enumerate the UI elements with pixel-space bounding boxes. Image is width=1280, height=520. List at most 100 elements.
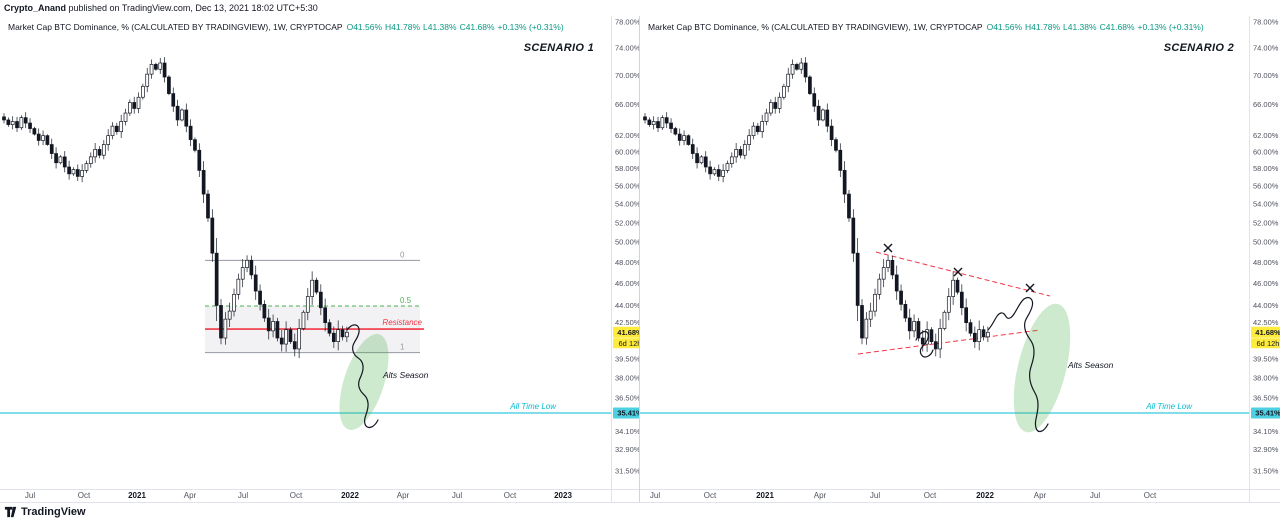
scenario-2-label: SCENARIO 2 — [1163, 42, 1234, 54]
svg-text:Jul: Jul — [650, 491, 660, 500]
fib-retracement: 00.51 — [205, 250, 420, 354]
candlestick-series — [643, 57, 990, 359]
ohlc-open: O41.56% — [986, 22, 1023, 32]
svg-text:Jul: Jul — [1090, 491, 1100, 500]
ohlc-change: +0.13% (+0.31%) — [497, 22, 564, 32]
svg-text:32.90%: 32.90% — [1253, 445, 1279, 454]
all-time-low-tag[interactable]: 35.41% — [613, 407, 640, 419]
candlestick-series — [2, 57, 349, 359]
time-axis[interactable]: Jul Oct 2021 Apr Jul Oct 2022 Apr Jul Oct — [650, 491, 1157, 500]
tradingview-brand[interactable]: TradingView — [21, 505, 86, 518]
svg-text:62.00%: 62.00% — [615, 131, 640, 140]
svg-text:Apr: Apr — [814, 491, 827, 500]
svg-text:70.00%: 70.00% — [615, 71, 640, 80]
price-axis[interactable]: 78.00% 74.00% 70.00% 66.00% 62.00% 60.00% 58.0… — [1253, 18, 1279, 476]
svg-text:2022: 2022 — [976, 491, 994, 500]
current-price-tag[interactable]: 41.68% 6d 12h — [1251, 326, 1280, 349]
time-axis[interactable]: Jul Oct 2021 Apr Jul Oct 2022 Apr Jul Oct 2023 — [25, 491, 573, 500]
svg-text:Jul: Jul — [452, 491, 462, 500]
ohlc-close: C41.68% — [1099, 22, 1135, 32]
svg-text:2021: 2021 — [756, 491, 774, 500]
svg-text:Jul: Jul — [25, 491, 35, 500]
svg-text:39.50%: 39.50% — [1253, 354, 1279, 363]
svg-text:Jul: Jul — [238, 491, 248, 500]
svg-text:36.50%: 36.50% — [615, 393, 640, 402]
svg-text:46.00%: 46.00% — [615, 279, 640, 288]
resistance-line: Resistance — [205, 318, 424, 330]
svg-text:60.00%: 60.00% — [615, 147, 640, 156]
svg-text:62.00%: 62.00% — [1253, 131, 1279, 140]
svg-text:60.00%: 60.00% — [1253, 147, 1279, 156]
svg-text:Jul: Jul — [870, 491, 880, 500]
svg-text:All Time Low: All Time Low — [1145, 402, 1193, 411]
ohlc-low: L41.38% — [1063, 22, 1097, 32]
charts-container: Market Cap BTC Dominance, % (CALCULATED … — [0, 16, 1280, 502]
svg-text:36.50%: 36.50% — [1253, 393, 1279, 402]
price-chart-scenario-2[interactable]: All Time Low Alts Season 78.00% 74.00% 70.00… — [640, 16, 1280, 502]
svg-text:Alts Season: Alts Season — [382, 370, 429, 380]
svg-text:54.00%: 54.00% — [615, 200, 640, 209]
symbol-title[interactable]: Market Cap BTC Dominance, % (CALCULATED … — [648, 22, 983, 32]
svg-text:6d 12h: 6d 12h — [619, 339, 640, 348]
svg-text:50.00%: 50.00% — [615, 238, 640, 247]
footer-bar: TradingView — [0, 502, 1280, 520]
ohlc-open: O41.56% — [346, 22, 383, 32]
svg-text:Apr: Apr — [397, 491, 410, 500]
tradingview-logo-icon[interactable] — [4, 505, 17, 518]
svg-text:Apr: Apr — [1034, 491, 1047, 500]
svg-text:0: 0 — [400, 250, 405, 259]
svg-text:44.00%: 44.00% — [615, 301, 640, 310]
publish-bar: Crypto_Anand published on TradingView.co… — [0, 0, 1280, 16]
all-time-low-line: All Time Low — [640, 402, 1249, 414]
svg-text:Oct: Oct — [504, 491, 517, 500]
svg-text:44.00%: 44.00% — [1253, 301, 1279, 310]
svg-text:Resistance: Resistance — [382, 318, 422, 327]
svg-text:48.00%: 48.00% — [1253, 258, 1279, 267]
svg-text:52.00%: 52.00% — [1253, 218, 1279, 227]
ohlc-change: +0.13% (+0.31%) — [1137, 22, 1204, 32]
svg-text:2023: 2023 — [554, 491, 572, 500]
svg-text:78.00%: 78.00% — [615, 18, 640, 27]
svg-text:Oct: Oct — [1144, 491, 1157, 500]
svg-text:48.00%: 48.00% — [615, 258, 640, 267]
chart-panel-scenario-1: Market Cap BTC Dominance, % (CALCULATED … — [0, 16, 640, 502]
svg-text:56.00%: 56.00% — [615, 182, 640, 191]
publish-author[interactable]: Crypto_Anand — [4, 3, 67, 13]
svg-text:34.10%: 34.10% — [615, 427, 640, 436]
symbol-title[interactable]: Market Cap BTC Dominance, % (CALCULATED … — [8, 22, 343, 32]
svg-text:66.00%: 66.00% — [1253, 100, 1279, 109]
svg-text:58.00%: 58.00% — [615, 164, 640, 173]
projection-squiggle — [346, 324, 379, 429]
ohlc-values: O41.56% H41.78% L41.38% C41.68% +0.13% (+0.3… — [987, 22, 1207, 32]
chart-panel-scenario-2: Market Cap BTC Dominance, % (CALCULATED … — [640, 16, 1280, 502]
alts-season-label: Alts Season — [1067, 360, 1114, 370]
svg-text:Oct: Oct — [78, 491, 91, 500]
svg-text:46.00%: 46.00% — [1253, 279, 1279, 288]
svg-text:39.50%: 39.50% — [615, 354, 640, 363]
svg-text:78.00%: 78.00% — [1253, 18, 1279, 27]
scenario-1-label: SCENARIO 1 — [523, 42, 594, 54]
svg-text:Oct: Oct — [290, 491, 303, 500]
symbol-header: Market Cap BTC Dominance, % (CALCULATED … — [648, 22, 1207, 32]
alts-season-label: Alts Season — [382, 370, 429, 380]
svg-text:31.50%: 31.50% — [1253, 466, 1279, 475]
svg-text:58.00%: 58.00% — [1253, 164, 1279, 173]
svg-text:Oct: Oct — [924, 491, 937, 500]
svg-text:31.50%: 31.50% — [615, 466, 640, 475]
ohlc-values: O41.56% H41.78% L41.38% C41.68% +0.13% (+0.3… — [347, 22, 567, 32]
current-price-tag[interactable]: 41.68% 6d 12h — [613, 326, 640, 349]
svg-text:38.00%: 38.00% — [615, 374, 640, 383]
all-time-low-tag[interactable]: 35.41% — [1251, 407, 1280, 419]
svg-text:41.68%: 41.68% — [617, 328, 640, 337]
svg-text:35.41%: 35.41% — [1255, 409, 1280, 418]
svg-text:34.10%: 34.10% — [1253, 427, 1279, 436]
svg-text:66.00%: 66.00% — [615, 100, 640, 109]
svg-text:Alts Season: Alts Season — [1067, 360, 1114, 370]
svg-text:74.00%: 74.00% — [1253, 44, 1279, 53]
svg-text:50.00%: 50.00% — [1253, 238, 1279, 247]
svg-text:74.00%: 74.00% — [615, 44, 640, 53]
svg-text:Apr: Apr — [184, 491, 197, 500]
price-axis[interactable]: 78.00% 74.00% 70.00% 66.00% 62.00% 60.00% 58.0… — [615, 18, 640, 476]
svg-text:38.00%: 38.00% — [1253, 374, 1279, 383]
